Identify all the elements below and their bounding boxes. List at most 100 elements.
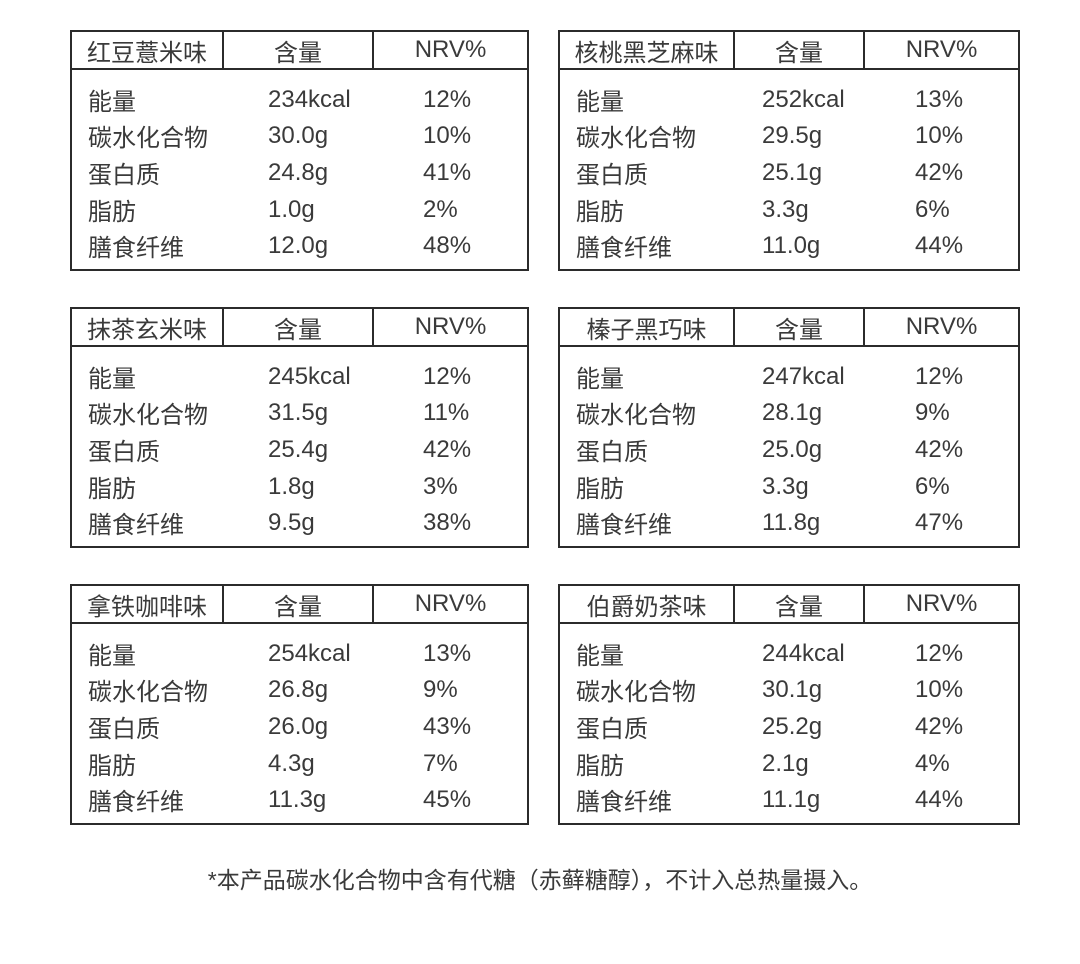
- nutrient-label: 膳食纤维: [88, 512, 184, 539]
- amount-value: 252kcal: [762, 85, 845, 113]
- nutrient-label: 脂肪: [576, 753, 624, 780]
- table-matcha-brown-rice: 抹茶玄米味 含量 NRV% 能量 245kcal 12% 碳水化合物 31.5g…: [70, 307, 529, 548]
- table-earl-grey-milk-tea: 伯爵奶茶味 含量 NRV% 能量 244kcal 12% 碳水化合物 30.1g…: [558, 584, 1020, 825]
- amount-value: 1.8g: [268, 472, 315, 500]
- nutrient-label: 脂肪: [88, 753, 136, 780]
- nrv-value: 9%: [915, 398, 950, 426]
- amount-value: 29.5g: [762, 121, 823, 149]
- nrv-header: NRV%: [372, 308, 528, 347]
- flavor-header: 榛子黑巧味: [559, 308, 734, 347]
- nrv-value: 10%: [915, 675, 964, 703]
- nrv-value: 6%: [915, 472, 950, 500]
- nrv-value: 42%: [915, 158, 964, 186]
- amount-value: 31.5g: [268, 398, 329, 426]
- sugar-substitute-footnote: *本产品碳水化合物中含有代糖（赤藓糖醇），不计入总热量摄入。: [207, 867, 873, 893]
- header-row: 拿铁咖啡味 含量 NRV%: [71, 585, 528, 624]
- nutrient-label: 能量: [576, 643, 624, 670]
- nrv-value: 47%: [915, 508, 964, 536]
- amount-header: 含量: [222, 308, 373, 347]
- flavor-header: 抹茶玄米味: [71, 308, 223, 347]
- nutrient-label: 脂肪: [576, 476, 624, 503]
- nutrient-label: 膳食纤维: [88, 789, 184, 816]
- nrv-value: 44%: [915, 785, 964, 813]
- nutrient-label: 碳水化合物: [88, 402, 208, 429]
- nrv-value: 45%: [423, 785, 472, 813]
- nrv-header: NRV%: [863, 585, 1019, 624]
- amount-header: 含量: [222, 31, 373, 70]
- table-row: 膳食纤维 11.1g 44%: [559, 782, 1019, 824]
- table-row: 能量 245kcal 12%: [71, 346, 528, 394]
- amount-header: 含量: [733, 31, 864, 70]
- amount-value: 11.3g: [268, 785, 327, 813]
- nrv-header: NRV%: [863, 31, 1019, 70]
- table-latte-coffee: 拿铁咖啡味 含量 NRV% 能量 254kcal 13% 碳水化合物 26.8g…: [70, 584, 529, 825]
- table-row: 碳水化合物 30.1g 10%: [559, 671, 1019, 708]
- table-row: 能量 244kcal 12%: [559, 623, 1019, 671]
- amount-value: 25.1g: [762, 158, 823, 186]
- amount-value: 26.8g: [268, 675, 329, 703]
- table-row: 蛋白质 26.0g 43%: [71, 708, 528, 745]
- nutrient-label: 碳水化合物: [88, 125, 208, 152]
- nutrition-tables-grid: 红豆薏米味 含量 NRV% 能量 234kcal 12% 碳水化合物 30.0g…: [70, 30, 1020, 825]
- nutrient-label: 蛋白质: [88, 439, 160, 466]
- nrv-header: NRV%: [863, 308, 1019, 347]
- table-row: 碳水化合物 26.8g 9%: [71, 671, 528, 708]
- table-row: 膳食纤维 11.0g 44%: [559, 228, 1019, 270]
- nrv-value: 42%: [915, 712, 964, 740]
- nrv-value: 42%: [423, 435, 472, 463]
- nrv-value: 7%: [423, 749, 458, 777]
- table-row: 膳食纤维 11.3g 45%: [71, 782, 528, 824]
- amount-value: 11.8g: [762, 508, 821, 536]
- table-row: 碳水化合物 29.5g 10%: [559, 117, 1019, 154]
- table-row: 蛋白质 25.1g 42%: [559, 154, 1019, 191]
- table-hazelnut-dark-chocolate: 榛子黑巧味 含量 NRV% 能量 247kcal 12% 碳水化合物 28.1g…: [558, 307, 1020, 548]
- table-red-bean-coix: 红豆薏米味 含量 NRV% 能量 234kcal 12% 碳水化合物 30.0g…: [70, 30, 529, 271]
- table-row: 蛋白质 25.4g 42%: [71, 431, 528, 468]
- nrv-value: 6%: [915, 195, 950, 223]
- flavor-header: 红豆薏米味: [71, 31, 223, 70]
- table-row: 碳水化合物 31.5g 11%: [71, 394, 528, 431]
- nutrient-label: 能量: [88, 643, 136, 670]
- nutrient-label: 碳水化合物: [88, 679, 208, 706]
- amount-value: 9.5g: [268, 508, 315, 536]
- table-row: 脂肪 3.3g 6%: [559, 191, 1019, 228]
- table-row: 脂肪 2.1g 4%: [559, 745, 1019, 782]
- nutrient-label: 能量: [576, 89, 624, 116]
- header-row: 核桃黑芝麻味 含量 NRV%: [559, 31, 1019, 70]
- amount-value: 11.1g: [762, 785, 821, 813]
- flavor-header: 拿铁咖啡味: [71, 585, 223, 624]
- amount-value: 30.0g: [268, 121, 329, 149]
- amount-value: 25.4g: [268, 435, 329, 463]
- amount-value: 245kcal: [268, 362, 351, 390]
- nutrient-label: 脂肪: [88, 476, 136, 503]
- nutrient-label: 碳水化合物: [576, 402, 696, 429]
- table-row: 蛋白质 24.8g 41%: [71, 154, 528, 191]
- nutrient-label: 膳食纤维: [88, 235, 184, 262]
- amount-value: 26.0g: [268, 712, 329, 740]
- nutrient-label: 能量: [576, 366, 624, 393]
- flavor-header: 伯爵奶茶味: [559, 585, 734, 624]
- nutrient-label: 蛋白质: [576, 162, 648, 189]
- table-row: 能量 252kcal 13%: [559, 69, 1019, 117]
- amount-value: 1.0g: [268, 195, 315, 223]
- header-row: 抹茶玄米味 含量 NRV%: [71, 308, 528, 347]
- nutrient-label: 脂肪: [576, 199, 624, 226]
- nutrient-label: 膳食纤维: [576, 235, 672, 262]
- nrv-value: 48%: [423, 231, 472, 259]
- nrv-value: 10%: [915, 121, 964, 149]
- table-row: 蛋白质 25.2g 42%: [559, 708, 1019, 745]
- header-row: 红豆薏米味 含量 NRV%: [71, 31, 528, 70]
- header-row: 伯爵奶茶味 含量 NRV%: [559, 585, 1019, 624]
- amount-value: 2.1g: [762, 749, 809, 777]
- amount-value: 234kcal: [268, 85, 351, 113]
- nrv-value: 41%: [423, 158, 472, 186]
- amount-value: 4.3g: [268, 749, 315, 777]
- table-row: 能量 247kcal 12%: [559, 346, 1019, 394]
- amount-value: 11.0g: [762, 231, 821, 259]
- nutrient-label: 能量: [88, 89, 136, 116]
- nrv-value: 42%: [915, 435, 964, 463]
- table-row: 脂肪 3.3g 6%: [559, 468, 1019, 505]
- nrv-value: 12%: [423, 362, 472, 390]
- table-row: 碳水化合物 30.0g 10%: [71, 117, 528, 154]
